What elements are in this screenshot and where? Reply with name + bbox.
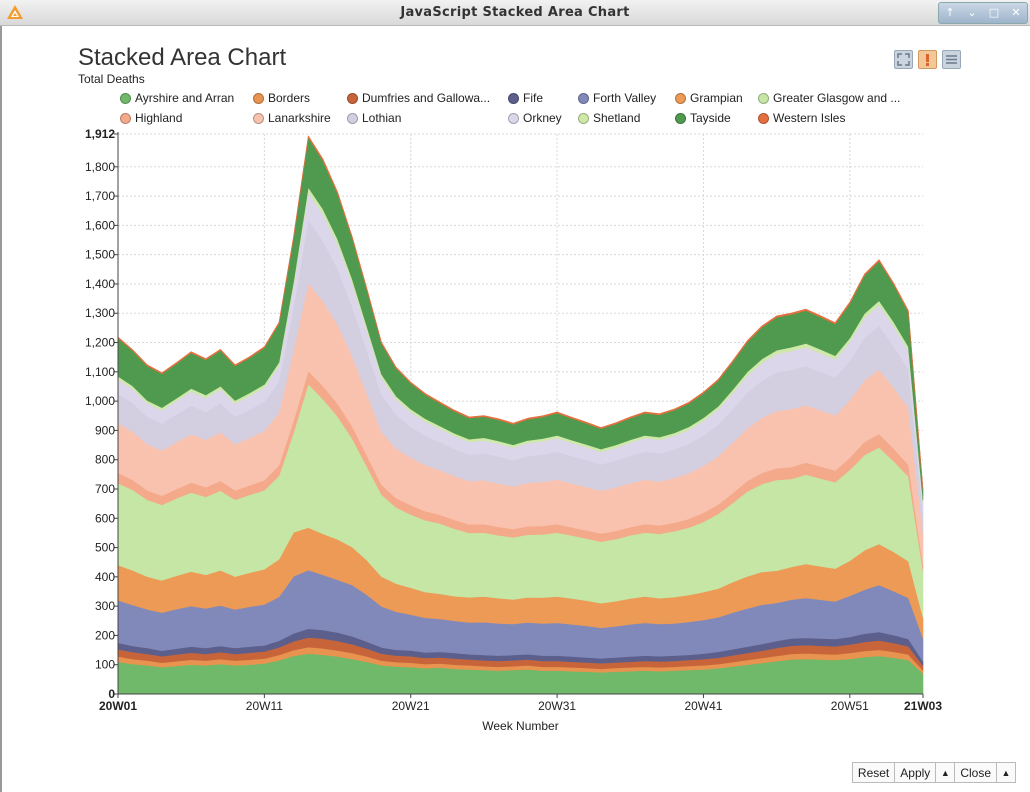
x-tick-label: 20W41 [684,699,722,713]
warning-button[interactable] [918,50,937,69]
y-tick-label: 1,800 [85,160,115,174]
app-logo-icon [7,5,23,19]
window-minimize-button[interactable]: ⌄ [967,6,977,19]
legend-item[interactable]: Borders [253,90,310,106]
legend-swatch-icon [253,92,264,104]
y-tick-label: 1,500 [85,248,115,262]
menu-button[interactable] [942,50,961,69]
legend-swatch-icon [120,92,131,104]
legend-item[interactable]: Forth Valley [578,90,656,106]
legend-label: Highland [135,111,183,125]
close-dropdown-button[interactable]: ▲ [996,762,1016,783]
legend-label: Ayrshire and Arran [135,91,235,105]
legend-label: Lothian [362,111,402,125]
legend-swatch-icon [675,92,686,104]
legend-item[interactable]: Western Isles [758,110,845,126]
window-up-button[interactable]: ↑ [945,6,955,19]
legend-item[interactable]: Lanarkshire [253,110,331,126]
window-frame-edge [0,26,2,792]
zoom-fit-button[interactable] [894,50,913,69]
zoom-fit-icon [897,53,910,66]
y-tick-label: 1,000 [85,394,115,408]
y-tick-label: 600 [95,511,115,525]
y-tick-label: 100 [95,658,115,672]
y-tick-label: 1,200 [85,336,115,350]
y-tick-label: 500 [95,541,115,555]
legend-item[interactable]: Lothian [347,110,401,126]
legend-label: Shetland [593,111,641,125]
window-maximize-button[interactable]: □ [988,6,1000,19]
y-tick-label: 1,300 [85,306,115,320]
legend-label: Tayside [690,111,731,125]
legend-swatch-icon [508,92,519,104]
legend-label: Fife [523,91,544,105]
y-tick-label: 1,100 [85,365,115,379]
y-tick-label: 1,600 [85,218,115,232]
x-tick-label: 20W51 [831,699,869,713]
y-tick-label: 1,700 [85,189,115,203]
chart-title: Stacked Area Chart [78,44,287,71]
reset-button[interactable]: Reset [851,762,896,783]
legend-swatch-icon [758,112,769,124]
y-tick-label: 400 [95,570,115,584]
legend-swatch-icon [675,112,686,124]
y-tick-label: 700 [95,482,115,496]
legend-swatch-icon [253,112,264,124]
legend-item[interactable]: Fife [508,90,543,106]
x-tick-label: 20W01 [99,699,137,713]
series-area: Western Isles [117,135,924,491]
x-tick-label: 20W21 [392,699,430,713]
y-tick-label: 300 [95,599,115,613]
apply-dropdown-button[interactable]: ▲ [935,762,956,783]
x-axis-label: Week Number [482,719,558,733]
x-tick-label: 21W03 [904,699,942,713]
legend-swatch-icon [347,92,358,104]
legend-label: Western Isles [773,111,846,125]
y-tick-label: 1,400 [85,277,115,291]
y-tick-label: 200 [95,628,115,642]
legend-swatch-icon [508,112,519,124]
close-button[interactable]: Close [954,762,997,783]
legend-item[interactable]: Orkney [508,110,562,126]
menu-icon [946,55,957,64]
legend-item[interactable]: Dumfries and Gallowa... [347,90,490,106]
legend-label: Forth Valley [593,91,657,105]
y-tick-label: 800 [95,453,115,467]
y-tick-label: 0 [108,687,115,701]
legend-item[interactable]: Ayrshire and Arran [120,90,234,106]
legend-item[interactable]: Tayside [675,110,731,126]
x-tick-label: 20W11 [246,699,283,713]
window-controls: ↑ ⌄ □ ✕ [938,2,1028,24]
legend-label: Greater Glasgow and ... [773,91,901,105]
y-tick-label: 900 [95,423,115,437]
legend-swatch-icon [578,92,589,104]
window-titlebar: JavaScript Stacked Area Chart ↑ ⌄ □ ✕ [0,0,1030,26]
legend-item[interactable]: Highland [120,110,182,126]
chart-subtitle: Total Deaths [78,72,145,86]
legend-swatch-icon [758,92,769,104]
legend-swatch-icon [347,112,358,124]
legend-item[interactable]: Shetland [578,110,640,126]
x-tick-label: 20W31 [538,699,576,713]
legend-item[interactable]: Greater Glasgow and ... [758,90,900,106]
legend-label: Grampian [690,91,743,105]
legend-swatch-icon [120,112,131,124]
y-tick-label: 1,912 [85,127,115,141]
warning-icon [926,54,929,66]
apply-button[interactable]: Apply [894,762,937,783]
window-close-button[interactable]: ✕ [1011,6,1021,19]
legend-item[interactable]: Grampian [675,90,743,106]
legend-label: Borders [268,91,311,105]
legend-swatch-icon [578,112,589,124]
dialog-button-bar: Reset Apply ▲ Close ▲ [851,762,1016,783]
window-title: JavaScript Stacked Area Chart [400,5,630,20]
legend-label: Orkney [523,111,562,125]
legend-label: Dumfries and Gallowa... [362,91,491,105]
legend-label: Lanarkshire [268,111,331,125]
